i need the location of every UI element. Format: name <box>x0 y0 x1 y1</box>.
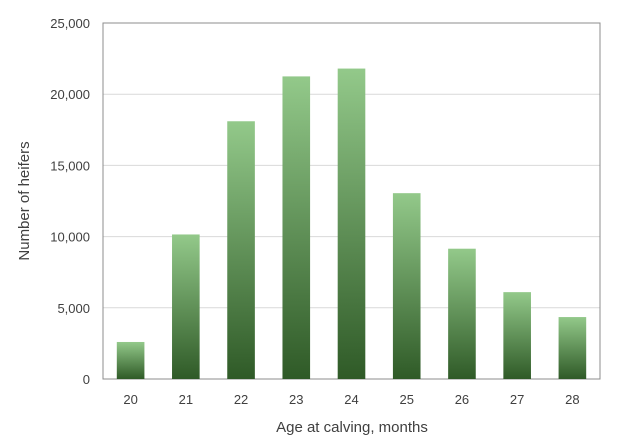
x-tick-label: 22 <box>234 392 248 407</box>
x-axis-ticks: 20 21 22 23 24 25 26 27 28 <box>123 392 579 407</box>
x-tick-label: 25 <box>399 392 413 407</box>
bar-24 <box>337 68 366 380</box>
y-tick-label: 10,000 <box>50 230 90 245</box>
y-tick-label: 5,000 <box>57 301 90 316</box>
y-tick-label: 20,000 <box>50 87 90 102</box>
x-tick-label: 28 <box>565 392 579 407</box>
y-tick-label: 25,000 <box>50 16 90 31</box>
bars <box>116 68 587 380</box>
x-tick-label: 24 <box>344 392 358 407</box>
x-tick-label: 21 <box>179 392 193 407</box>
bar-20 <box>116 341 145 379</box>
y-axis-title: Number of heifers <box>16 141 33 260</box>
y-axis-ticks: 0 5,000 10,000 15,000 20,000 25,000 <box>50 16 90 387</box>
bar-25 <box>392 193 421 379</box>
y-tick-label: 15,000 <box>50 158 90 173</box>
bar-23 <box>282 76 311 380</box>
x-tick-label: 27 <box>510 392 524 407</box>
bar-26 <box>448 248 476 379</box>
bar-27 <box>503 292 531 379</box>
bar-22 <box>227 121 255 380</box>
x-tick-label: 23 <box>289 392 303 407</box>
x-tick-label: 20 <box>123 392 137 407</box>
y-tick-label: 0 <box>83 372 90 387</box>
bar-28 <box>558 317 587 379</box>
x-tick-label: 26 <box>455 392 469 407</box>
x-axis-title: Age at calving, months <box>276 419 428 436</box>
bar-21 <box>172 234 200 379</box>
